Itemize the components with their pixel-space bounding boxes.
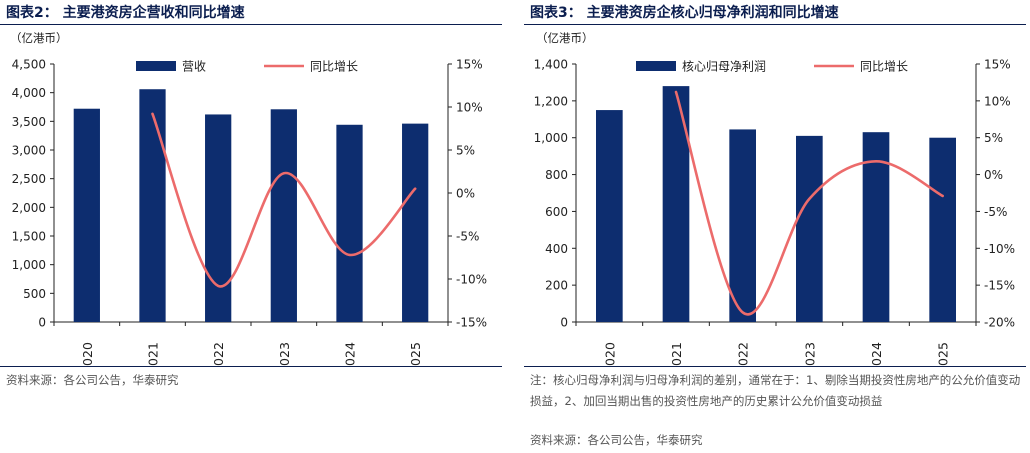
footnote: 注：核心归母净利润与归母净利润的差别，通常在于：1、剔除当期投资性房地产的公允价… — [530, 373, 1021, 408]
y-right-tick-label: 0% — [456, 187, 475, 201]
x-tick-label-2025: 2025 — [936, 342, 951, 366]
y-left-tick-label: 0 — [38, 316, 46, 330]
bar-2021 — [662, 86, 690, 322]
x-tick-label-2021: 2021 — [669, 342, 684, 366]
y-right-tick-label: 10% — [984, 94, 1011, 108]
y-left-tick-label: 4,500 — [12, 58, 46, 72]
x-tick-label-2023: 2023 — [802, 342, 817, 366]
y-left-tick-label: 400 — [545, 242, 568, 256]
x-tick-label-2024: 2024 — [869, 342, 884, 366]
bar-2023 — [270, 109, 297, 322]
x-tick-label-2023: 2023 — [277, 342, 292, 366]
y-right-tick-label: -15% — [456, 316, 487, 330]
bar-2020 — [73, 108, 100, 322]
y-right-tick-label: 15% — [984, 58, 1011, 72]
x-tick-label-2022: 2022 — [736, 342, 751, 366]
y-left-tick-label: 1,000 — [534, 131, 568, 145]
bar-2022 — [205, 114, 232, 322]
x-tick-label-2020: 2020 — [80, 342, 95, 366]
title-divider — [524, 24, 1026, 25]
x-tick-label-2025: 2025 — [408, 342, 423, 366]
y-right-tick-label: 15% — [456, 58, 483, 72]
figure-title: 图表3： 主要港资房企核心归母净利润和同比增速 — [530, 5, 839, 21]
legend-bar-swatch — [636, 61, 676, 71]
y-left-tick-label: 2,500 — [12, 172, 46, 186]
bar-2025 — [402, 123, 429, 322]
y-right-tick-label: 5% — [456, 144, 475, 158]
bar-2025 — [929, 137, 956, 322]
y-left-tick-label: 0 — [560, 316, 568, 330]
legend-bar-label: 营收 — [182, 60, 206, 74]
figure-title: 图表2： 主要港资房企营收和同比增速 — [6, 5, 245, 21]
legend-bar-swatch — [136, 61, 176, 71]
footer-divider — [0, 366, 502, 367]
y-left-tick-label: 2,000 — [12, 201, 46, 215]
x-tick-label-2020: 2020 — [602, 342, 617, 366]
y-right-tick-label: 0% — [984, 168, 1003, 182]
y-right-tick-label: -10% — [984, 242, 1015, 256]
bar-2024 — [862, 132, 890, 322]
y-left-tick-label: 200 — [545, 279, 568, 293]
x-tick-label-2024: 2024 — [343, 342, 358, 366]
y-axis-unit-label: （亿港币） — [10, 31, 68, 45]
y-right-tick-label: 10% — [456, 101, 483, 115]
y-left-tick-label: 1,400 — [534, 58, 568, 72]
y-left-tick-label: 800 — [545, 168, 568, 182]
footer-divider — [524, 366, 1026, 367]
y-left-tick-label: 600 — [545, 205, 568, 219]
y-right-tick-label: -5% — [984, 205, 1007, 219]
core-profit-combo-chart: （亿港币） 0 200 400 600 800 1,000 1,200 1,400 -20% -15… — [534, 31, 1015, 366]
x-tick-label-2021: 2021 — [146, 342, 161, 366]
bar-2020 — [596, 110, 623, 322]
y-left-tick-label: 500 — [23, 287, 46, 301]
y-right-tick-label: 5% — [984, 131, 1003, 145]
bar-2022 — [729, 129, 756, 322]
source-note: 资料来源：各公司公告，华泰研究 — [6, 373, 179, 387]
y-right-tick-label: -10% — [456, 273, 487, 287]
bar-2024 — [336, 124, 363, 322]
legend-line-label: 同比增长 — [860, 60, 908, 74]
bar-2023 — [796, 135, 823, 322]
y-left-tick-label: 1,000 — [12, 258, 46, 272]
y-axis-unit-label: （亿港币） — [536, 31, 594, 45]
y-left-tick-label: 3,500 — [12, 115, 46, 129]
y-left-tick-label: 1,200 — [534, 94, 568, 108]
y-right-tick-label: -5% — [456, 230, 479, 244]
source-note: 资料来源：各公司公告，华泰研究 — [530, 433, 703, 447]
growth-line — [151, 112, 417, 288]
y-left-tick-label: 3,000 — [12, 144, 46, 158]
legend-bar-label: 核心归母净利润 — [682, 60, 766, 74]
revenue-combo-chart: （亿港币） 0 500 1,000 1,500 2,000 2,500 3,000 3,500 4… — [10, 31, 487, 366]
legend-line-label: 同比增长 — [310, 60, 358, 74]
y-right-tick-label: -20% — [984, 316, 1015, 330]
growth-line — [674, 90, 944, 316]
y-left-tick-label: 1,500 — [12, 230, 46, 244]
title-divider — [0, 24, 502, 25]
y-left-tick-label: 4,000 — [12, 86, 46, 100]
x-tick-label-2022: 2022 — [211, 342, 226, 366]
y-right-tick-label: -15% — [984, 279, 1015, 293]
bar-2021 — [139, 89, 166, 322]
